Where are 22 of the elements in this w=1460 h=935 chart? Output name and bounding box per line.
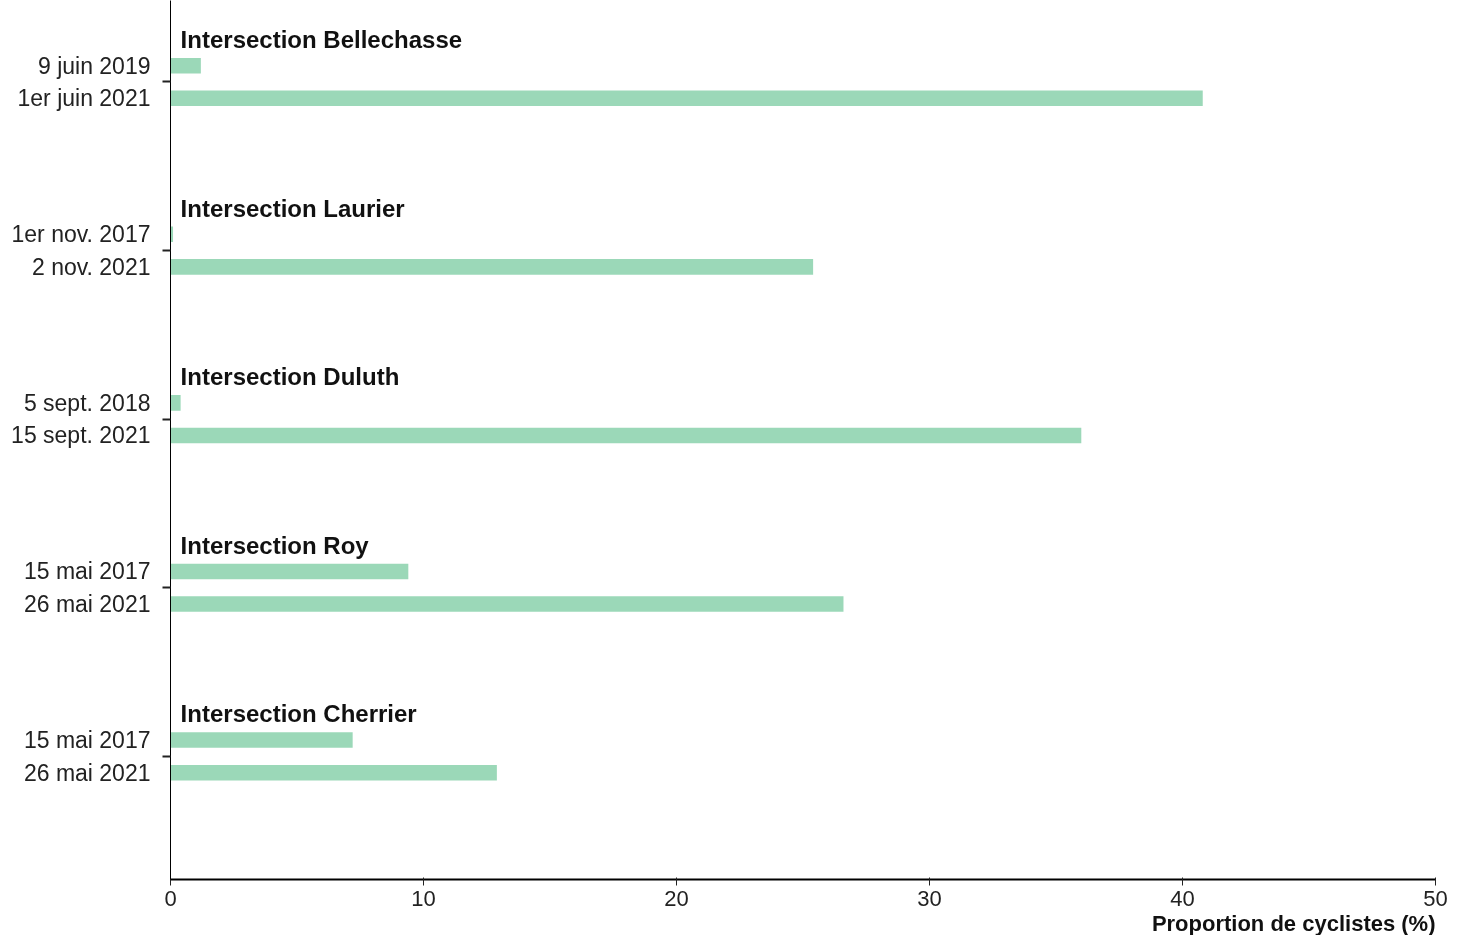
y-tick-label: 9 juin 2019 [37,52,151,79]
annotation: Intersection Duluth [180,363,400,391]
y-tick-label: 2 nov. 2021 [32,253,151,280]
annotation: Intersection Roy [180,531,370,559]
y-tick-label: 15 sept. 2021 [11,422,151,449]
annotation: Intersection Cherrier [180,700,417,728]
y-tick-label: 15 mai 2017 [23,558,151,585]
x-tick-label: 10 [411,885,436,911]
x-tick-label: 50 [1423,885,1448,911]
y-tick-label: 1er nov. 2017 [11,221,151,248]
x-tick-label: 20 [664,885,689,911]
x-tick-label: 30 [917,885,942,911]
y-tick-label: 1er juin 2021 [17,85,151,112]
annotation: Intersection Laurier [180,194,405,222]
x-tick-label: 40 [1170,885,1195,911]
x-axis-title: Proportion de cyclistes (%) [1151,910,1436,935]
y-tick-label: 15 mai 2017 [23,727,151,754]
x-tick-label: 0 [164,885,177,911]
y-tick-label: 26 mai 2021 [23,591,151,618]
y-tick-label: 5 sept. 2018 [23,389,151,416]
annotation: Intersection Bellechasse [180,25,463,53]
y-tick-label: 26 mai 2021 [23,759,151,786]
